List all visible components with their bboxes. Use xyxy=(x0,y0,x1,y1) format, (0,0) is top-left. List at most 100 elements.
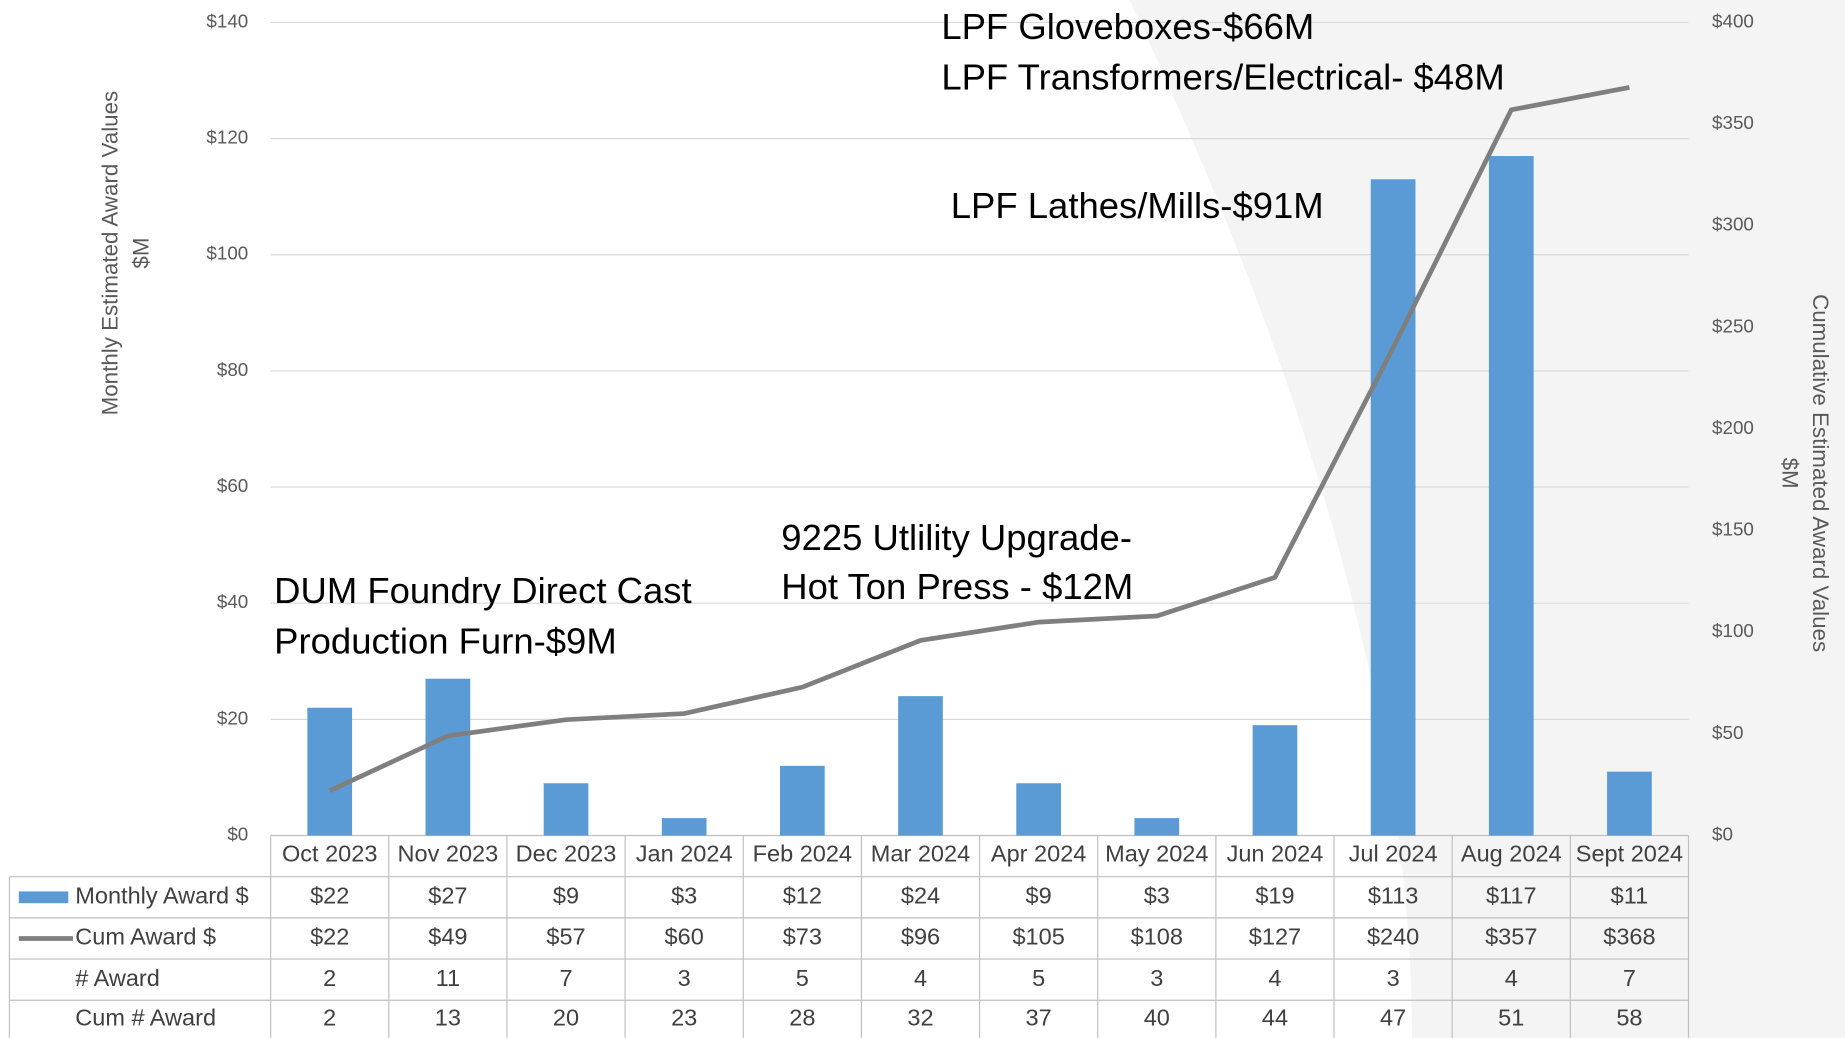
y2-axis-label: $M xyxy=(1778,458,1803,489)
y2-tick-label: $250 xyxy=(1712,315,1754,336)
bar xyxy=(1488,156,1534,836)
y2-axis-label: Cumulative Estimated Award Values xyxy=(1808,294,1833,652)
background-swirl xyxy=(1129,0,1845,1038)
bar xyxy=(307,707,353,836)
table-value: $60 xyxy=(665,924,704,950)
y2-tick-label: $350 xyxy=(1712,112,1754,133)
bar xyxy=(543,783,589,836)
table-row-label: # Award xyxy=(75,965,160,991)
table-value: $240 xyxy=(1367,924,1419,950)
table-value: 32 xyxy=(907,1004,933,1030)
annotation: 9225 Utlility Upgrade- xyxy=(781,517,1132,558)
y2-tick-label: $50 xyxy=(1712,722,1743,743)
bar xyxy=(1370,179,1416,836)
line xyxy=(328,85,1630,793)
annotation: Production Furn-$9M xyxy=(274,620,617,661)
table-value: 3 xyxy=(1150,965,1163,991)
legend-swatch xyxy=(18,891,69,904)
annotation: LPF Transformers/Electrical- $48M xyxy=(941,57,1504,98)
table-value: $9 xyxy=(553,883,579,909)
y2-tick-label: $200 xyxy=(1712,417,1754,438)
table-row-label: Cum # Award xyxy=(75,1004,216,1030)
table-value: 58 xyxy=(1616,1004,1642,1030)
bar xyxy=(1016,783,1062,836)
x-tick-label: Dec 2023 xyxy=(516,841,617,867)
table-value: 3 xyxy=(1387,965,1400,991)
legend-label: Cum Award $ xyxy=(75,924,216,950)
y-tick-label: $60 xyxy=(217,475,248,496)
annotation: LPF Gloveboxes-$66M xyxy=(941,6,1314,47)
table-value: $22 xyxy=(310,883,349,909)
x-tick-label: Oct 2023 xyxy=(282,841,377,867)
table-value: 51 xyxy=(1498,1004,1524,1030)
annotation: DUM Foundry Direct Cast xyxy=(274,570,691,611)
x-tick-label: Aug 2024 xyxy=(1461,841,1562,867)
y-tick-label: $100 xyxy=(206,243,248,264)
table-value: $357 xyxy=(1485,924,1537,950)
table-value: $127 xyxy=(1249,924,1301,950)
bar xyxy=(898,696,943,836)
table-value: 4 xyxy=(1268,965,1281,991)
bar xyxy=(425,678,471,836)
table-value: $73 xyxy=(783,924,822,950)
table-value: 5 xyxy=(796,965,809,991)
table-value: 37 xyxy=(1026,1004,1052,1030)
x-tick-label: Mar 2024 xyxy=(871,841,970,867)
table-value: 2 xyxy=(323,1004,336,1030)
y-axis-label: Monthly Estimated Award Values xyxy=(98,91,123,416)
table-value: $12 xyxy=(783,883,822,909)
table-value: $11 xyxy=(1611,883,1649,909)
y2-tick-label: $0 xyxy=(1712,823,1733,844)
table-value: 20 xyxy=(553,1004,579,1030)
bar xyxy=(1134,818,1180,836)
bar xyxy=(1252,725,1298,836)
table-value: $27 xyxy=(428,883,467,909)
table-value: 4 xyxy=(1505,965,1518,991)
y2-tick-label: $150 xyxy=(1712,519,1754,540)
x-tick-label: Jun 2024 xyxy=(1227,841,1324,867)
table-value: 47 xyxy=(1380,1004,1406,1030)
y2-tick-label: $400 xyxy=(1712,10,1754,31)
x-tick-label: Apr 2024 xyxy=(991,841,1086,867)
x-tick-label: Feb 2024 xyxy=(753,841,852,867)
table-value: $105 xyxy=(1012,924,1064,950)
y-tick-label: $80 xyxy=(217,359,248,380)
y2-tick-label: $300 xyxy=(1712,214,1754,235)
table-value: 7 xyxy=(1623,965,1636,991)
annotation: Hot Ton Press - $12M xyxy=(781,566,1133,607)
table-value: $19 xyxy=(1255,883,1294,909)
y-tick-label: $120 xyxy=(206,127,248,148)
table-value: $49 xyxy=(428,924,467,950)
x-tick-label: Nov 2023 xyxy=(398,841,499,867)
y-tick-label: $0 xyxy=(227,823,248,844)
x-tick-label: May 2024 xyxy=(1105,841,1208,867)
bar xyxy=(661,818,707,836)
annotation: LPF Lathes/Mills-$91M xyxy=(951,185,1324,226)
table-value: 44 xyxy=(1262,1004,1288,1030)
table-value: 4 xyxy=(914,965,927,991)
x-tick-label: Jul 2024 xyxy=(1349,841,1438,867)
table-value: $3 xyxy=(671,883,697,909)
table-value: $96 xyxy=(901,924,940,950)
table-value: $24 xyxy=(901,883,940,909)
table-value: $368 xyxy=(1603,924,1655,950)
table-value: 2 xyxy=(323,965,336,991)
table-value: $57 xyxy=(546,924,585,950)
table-value: 23 xyxy=(671,1004,697,1030)
table-value: $117 xyxy=(1486,883,1537,909)
x-tick-label: Sept 2024 xyxy=(1576,841,1683,867)
bar xyxy=(1607,771,1652,836)
table-value: $22 xyxy=(310,924,349,950)
y-tick-label: $140 xyxy=(206,10,248,31)
table-value: $9 xyxy=(1026,883,1052,909)
table-value: 11 xyxy=(436,965,460,991)
table-value: 40 xyxy=(1144,1004,1170,1030)
y-tick-label: $20 xyxy=(217,707,248,728)
table-value: 13 xyxy=(435,1004,461,1030)
table-value: 5 xyxy=(1032,965,1045,991)
legend-label: Monthly Award $ xyxy=(75,883,248,909)
table-value: 3 xyxy=(678,965,691,991)
y2-tick-label: $100 xyxy=(1712,620,1754,641)
y-axis-label: $M xyxy=(128,238,153,269)
